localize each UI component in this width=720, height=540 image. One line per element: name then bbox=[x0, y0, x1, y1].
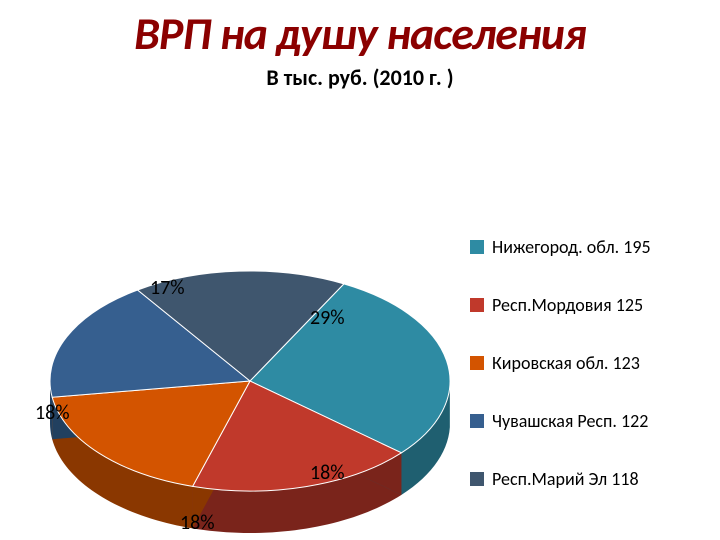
legend-swatch bbox=[470, 240, 484, 254]
legend-label: Респ.Мордовия 125 bbox=[492, 294, 643, 316]
legend-swatch bbox=[470, 472, 484, 486]
page-title: ВРП на душу населения bbox=[0, 10, 720, 58]
slice-pct-label: 17% bbox=[150, 276, 185, 300]
legend-label: Кировская обл. 123 bbox=[492, 352, 640, 374]
legend-label: Нижегород. обл. 195 bbox=[492, 236, 651, 258]
legend-item: Кировская обл. 123 bbox=[470, 352, 700, 374]
legend-label: Респ.Марий Эл 118 bbox=[492, 468, 639, 490]
slice-pct-label: 18% bbox=[180, 511, 215, 535]
legend-item: Чувашская Респ. 122 bbox=[470, 410, 700, 432]
legend-swatch bbox=[470, 356, 484, 370]
legend-item: Нижегород. обл. 195 bbox=[470, 236, 700, 258]
slice-pct-label: 18% bbox=[310, 461, 345, 485]
legend: Нижегород. обл. 195 Респ.Мордовия 125 Киро… bbox=[470, 236, 700, 526]
legend-label: Чувашская Респ. 122 bbox=[492, 410, 648, 432]
legend-swatch bbox=[470, 414, 484, 428]
legend-item: Респ.Марий Эл 118 bbox=[470, 468, 700, 490]
slice-pct-label: 29% bbox=[310, 306, 345, 330]
pie-chart bbox=[30, 221, 470, 540]
legend-swatch bbox=[470, 298, 484, 312]
page-subtitle: В тыс. руб. (2010 г. ) bbox=[0, 64, 720, 91]
legend-item: Респ.Мордовия 125 bbox=[470, 294, 700, 316]
slice-pct-label: 18% bbox=[35, 401, 70, 425]
